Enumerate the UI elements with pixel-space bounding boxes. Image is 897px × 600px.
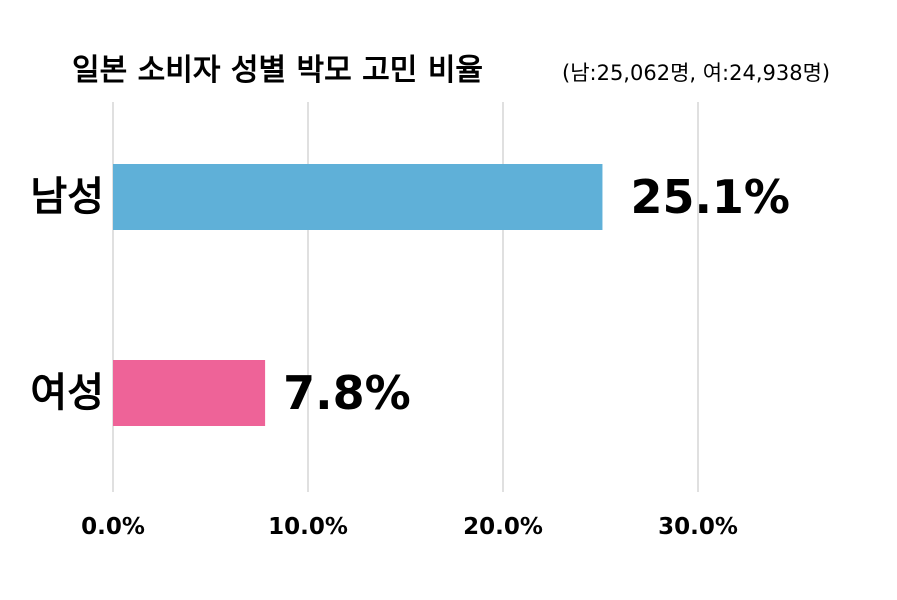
category-label: 여성 bbox=[30, 370, 104, 416]
category-label: 남성 bbox=[30, 174, 104, 220]
chart-subtitle: (남:25,062명, 여:24,938명) bbox=[562, 61, 830, 85]
bar-male bbox=[113, 164, 603, 230]
bar-female bbox=[113, 360, 266, 426]
x-tick-label: 30.0% bbox=[658, 514, 738, 540]
value-label: 25.1% bbox=[630, 170, 790, 224]
gridlines bbox=[112, 102, 699, 492]
x-tick-label: 0.0% bbox=[81, 514, 145, 540]
chart-title: 일본 소비자 성별 박모 고민 비율 bbox=[72, 53, 483, 88]
bars bbox=[113, 164, 603, 426]
x-tick-label: 10.0% bbox=[268, 514, 348, 540]
x-tick-label: 20.0% bbox=[463, 514, 543, 540]
x-axis-ticks: 0.0% 10.0% 20.0% 30.0% bbox=[81, 514, 738, 540]
value-label: 7.8% bbox=[283, 366, 411, 420]
value-labels: 25.1% 7.8% bbox=[283, 170, 790, 420]
